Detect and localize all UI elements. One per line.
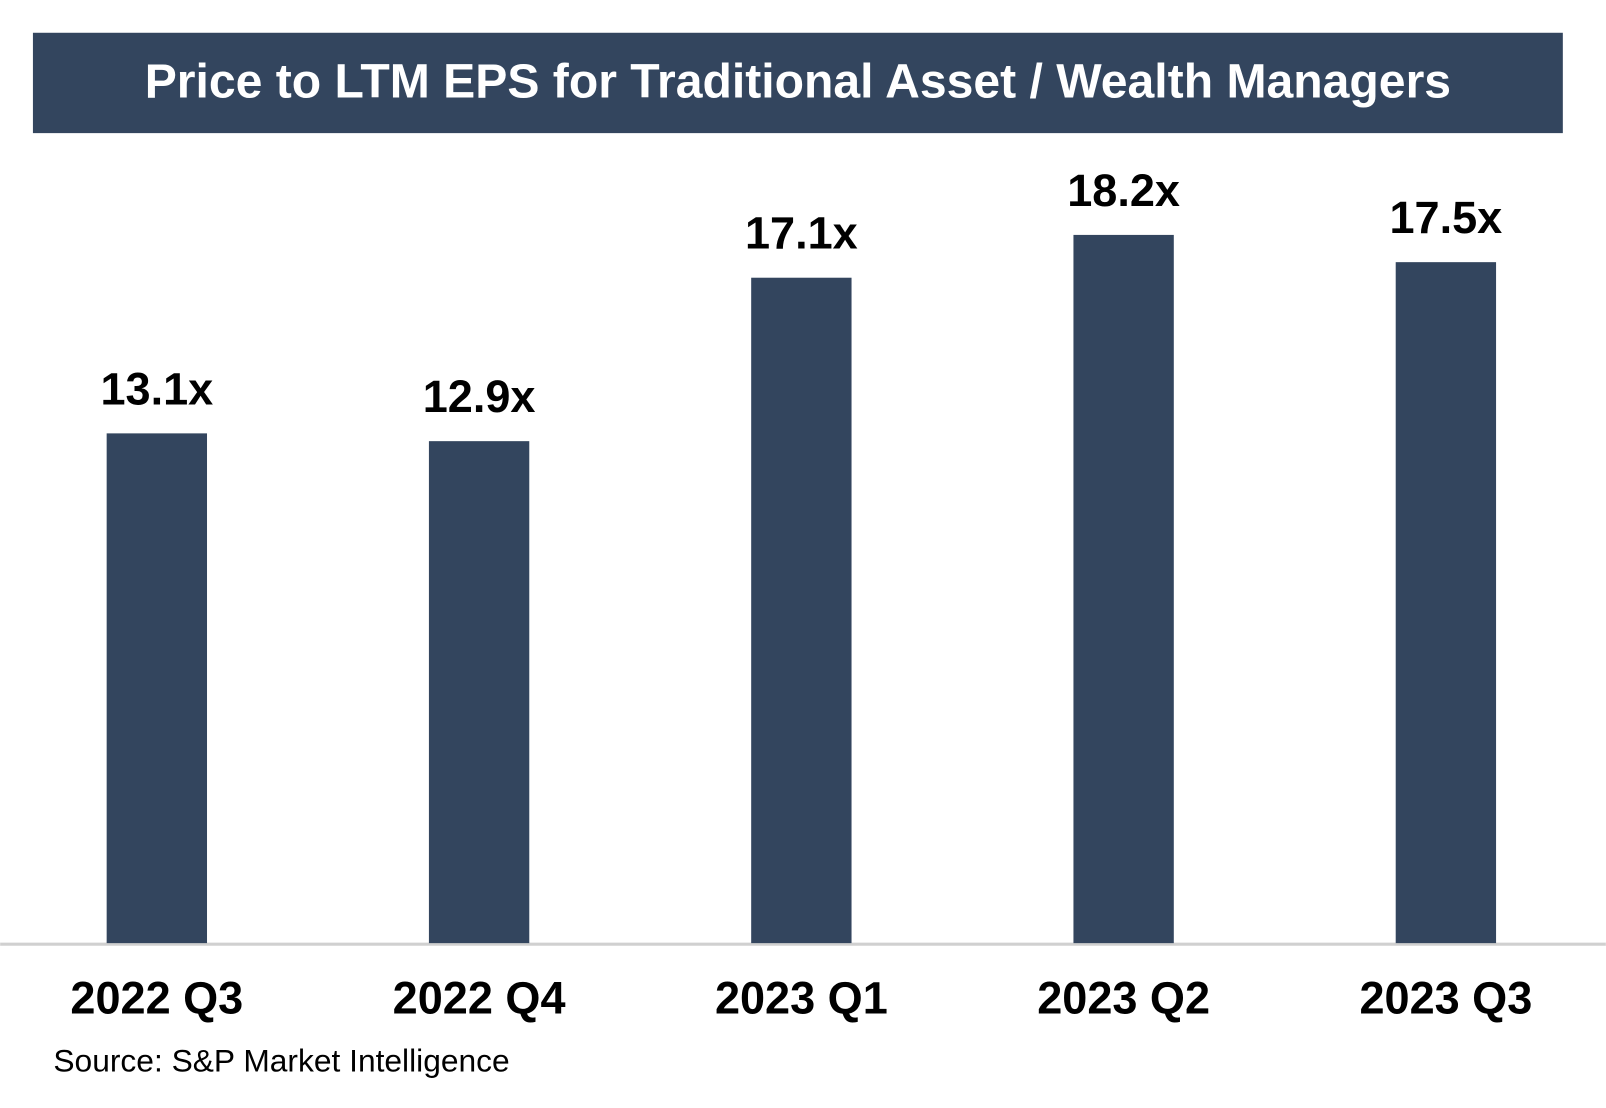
x-tick-label: 2023 Q3 (1359, 972, 1532, 1023)
bar (106, 433, 208, 944)
title-banner (32, 32, 1563, 134)
bar (1395, 262, 1497, 944)
x-tick-label: 2023 Q1 (715, 972, 888, 1023)
x-tick-label: 2022 Q3 (70, 972, 243, 1023)
x-tick-label: 2023 Q2 (1037, 972, 1210, 1023)
bar (1073, 234, 1174, 944)
x-tick-label: 2022 Q4 (393, 972, 566, 1023)
data-label: 17.5x (1390, 192, 1503, 243)
data-label: 17.1x (745, 208, 858, 259)
bar (751, 277, 852, 944)
bar (428, 441, 530, 944)
chart-title: Price to LTM EPS for Traditional Asset /… (145, 55, 1451, 109)
data-label: 18.2x (1067, 165, 1180, 216)
data-label: 13.1x (100, 363, 213, 414)
data-label: 12.9x (423, 371, 536, 422)
source-note: Source: S&P Market Intelligence (53, 1042, 509, 1078)
